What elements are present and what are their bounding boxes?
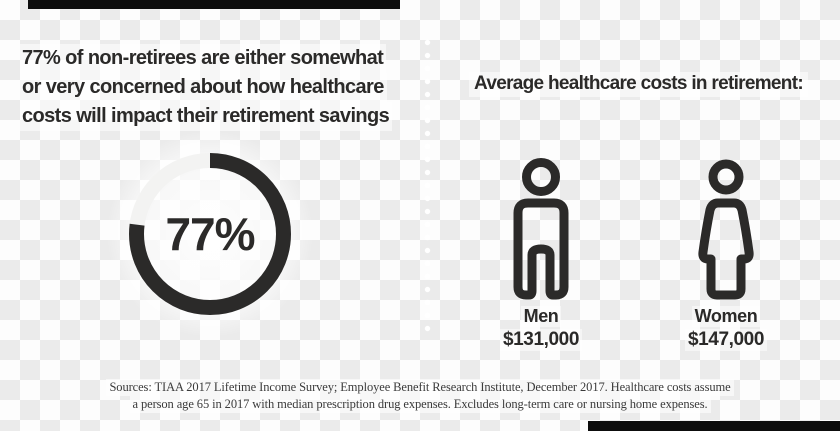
person-woman-icon xyxy=(698,159,754,300)
woman-body xyxy=(698,198,754,300)
headline-line-1: 77% of non-retirees are either somewhat xyxy=(20,44,387,73)
women-label: Women xyxy=(651,306,801,327)
bottom-crop-bar xyxy=(588,421,840,431)
men-amount: $131,000 xyxy=(466,329,616,351)
donut-percent-arc xyxy=(129,153,291,315)
headline-line-2: or very concerned about how healthcare xyxy=(20,73,387,102)
women-amount: $147,000 xyxy=(651,329,801,351)
sources-line-1: Sources: TIAA 2017 Lifetime Income Surve… xyxy=(106,379,734,396)
headline: 77% of non-retirees are either somewhat … xyxy=(20,44,435,131)
person-man-icon xyxy=(513,158,569,300)
right-section-title: Average healthcare costs in retirement: xyxy=(437,72,840,97)
dotted-divider xyxy=(424,36,431,334)
sources-note: Sources: TIAA 2017 Lifetime Income Surve… xyxy=(0,379,840,413)
woman-head xyxy=(708,159,744,195)
top-crop-bar xyxy=(28,0,400,9)
man-body xyxy=(513,198,569,300)
donut-center-label: 77% xyxy=(165,208,255,260)
men-label: Men xyxy=(466,306,616,327)
sources-line-2: a person age 65 in 2017 with median pres… xyxy=(129,396,711,413)
headline-line-3: costs will impact their retirement savin… xyxy=(20,102,393,131)
man-head xyxy=(522,158,560,196)
donut-chart xyxy=(129,153,291,315)
